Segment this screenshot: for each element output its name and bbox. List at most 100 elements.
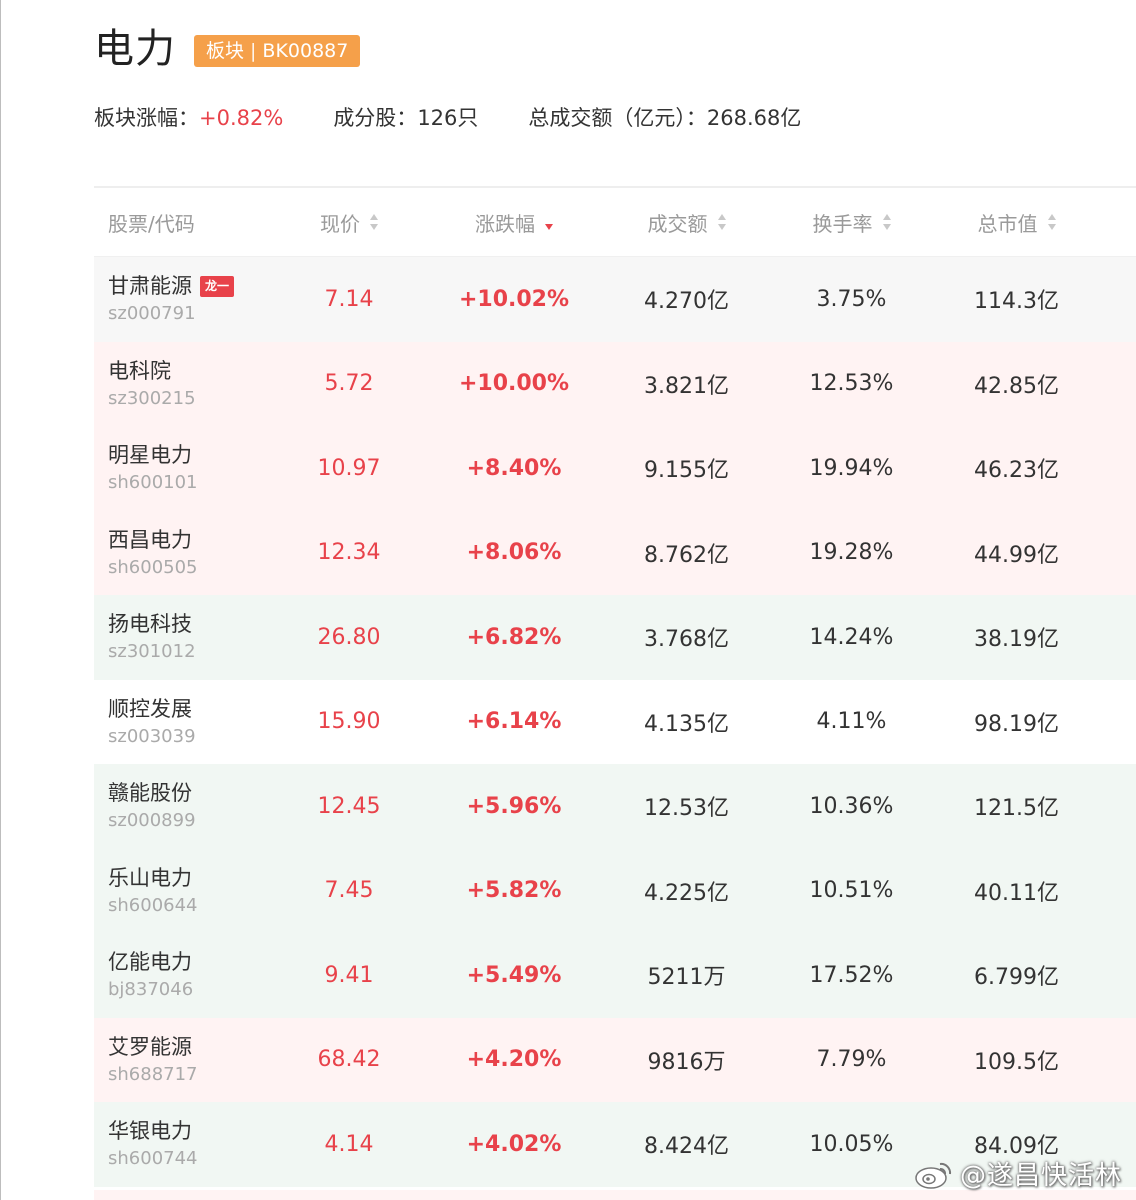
turnover-cell: 19.28%	[809, 540, 894, 566]
column-header-change[interactable]: 涨跌幅	[414, 208, 614, 237]
stock-name-cell[interactable]: 赣能股份 sz000899	[94, 779, 284, 833]
change-cell: +6.82%	[466, 624, 562, 650]
summary-change-value: +0.82%	[199, 106, 284, 130]
column-amount-label: 成交额	[647, 211, 708, 236]
price-cell: 7.45	[324, 878, 374, 904]
stock-name[interactable]: 亿能电力	[108, 950, 192, 975]
sort-desc-icon	[882, 224, 891, 230]
sort-desc-icon	[717, 224, 726, 230]
stock-name-line: 扬电科技	[108, 610, 192, 638]
stock-table: 股票/代码 现价 涨跌幅 成交额 换手率 总市值 甘肃能	[94, 186, 1136, 1187]
stock-code: bj837046	[108, 979, 194, 1001]
stock-name[interactable]: 电科院	[108, 358, 171, 383]
stock-name-line: 甘肃能源 龙一	[108, 272, 235, 300]
amount-cell: 12.53亿	[644, 796, 729, 822]
stock-name-cell[interactable]: 电科院 sz300215	[94, 357, 284, 411]
table-row[interactable]: 乐山电力 sh600644 7.45 +5.82% 4.225亿 10.51% 40.11亿	[94, 848, 1136, 933]
market-cap-cell: 42.85亿	[974, 373, 1059, 399]
change-cell: +5.49%	[466, 962, 562, 988]
table-row[interactable]: 赣能股份 sz000899 12.45 +5.96% 12.53亿 10.36% 121.5…	[94, 764, 1136, 849]
table-row[interactable]: 西昌电力 sh600505 12.34 +8.06% 8.762亿 19.28% 44.99…	[94, 510, 1136, 595]
price-cell: 15.90	[317, 709, 381, 735]
table-row[interactable]: 扬电科技 sz301012 26.80 +6.82% 3.768亿 14.24% 38.19…	[94, 595, 1136, 680]
turnover-cell: 3.75%	[816, 286, 887, 312]
watermark: @遂昌快活林	[914, 1155, 1122, 1192]
change-cell: +4.02%	[466, 1131, 562, 1157]
stock-name-line: 华银电力	[108, 1117, 192, 1145]
stock-name[interactable]: 西昌电力	[108, 527, 192, 552]
stock-name-line: 亿能电力	[108, 948, 192, 976]
stock-name[interactable]: 艾罗能源	[108, 1034, 192, 1059]
stock-name-cell[interactable]: 甘肃能源 龙一 sz000791	[94, 272, 284, 326]
stock-name-cell[interactable]: 明星电力 sh600101	[94, 441, 284, 495]
sort-icon[interactable]	[882, 214, 891, 230]
turnover-cell: 7.79%	[816, 1047, 887, 1073]
column-change-label: 涨跌幅	[475, 211, 535, 236]
stock-code: sz003039	[108, 725, 196, 747]
amount-cell: 9.155亿	[644, 458, 729, 484]
turnover-cell: 10.05%	[809, 1131, 894, 1157]
column-header-market-cap[interactable]: 总市值	[944, 208, 1089, 237]
column-price-label: 现价	[320, 211, 360, 236]
change-cell: +8.06%	[466, 540, 562, 566]
market-cap-cell: 114.3亿	[974, 289, 1059, 315]
stock-code: sh600505	[108, 556, 198, 578]
summary-turnover: 总成交额（亿元）：268.68亿	[528, 102, 801, 132]
market-cap-cell: 44.99亿	[974, 542, 1059, 568]
table-row[interactable]: 亿能电力 bj837046 9.41 +5.49% 5211万 17.52% 6.799亿	[94, 933, 1136, 1018]
board-code-badge: 板块 | BK00887	[194, 35, 361, 67]
stock-name-cell[interactable]: 西昌电力 sh600505	[94, 526, 284, 580]
stock-name-cell[interactable]: 乐山电力 sh600644	[94, 864, 284, 918]
table-row[interactable]: 艾罗能源 sh688717 68.42 +4.20% 9816万 7.79% 109.5亿	[94, 1017, 1136, 1102]
price-cell: 4.14	[324, 1131, 374, 1157]
table-row[interactable]: 电科院 sz300215 5.72 +10.00% 3.821亿 12.53% 42.85亿	[94, 341, 1136, 426]
sort-asc-icon	[717, 214, 726, 220]
table-row[interactable]: 甘肃能源 龙一 sz000791 7.14 +10.02% 4.270亿 3.75% 114.…	[94, 257, 1136, 342]
stock-name[interactable]: 顺控发展	[108, 696, 192, 721]
stock-name[interactable]: 甘肃能源	[108, 274, 192, 299]
amount-cell: 3.768亿	[644, 627, 729, 653]
price-cell: 10.97	[317, 455, 381, 481]
stock-name[interactable]: 乐山电力	[108, 865, 192, 890]
change-cell: +4.20%	[466, 1047, 562, 1073]
summary-constituents-value: 126只	[417, 106, 479, 130]
sort-icon[interactable]	[717, 214, 726, 230]
sort-icon[interactable]	[1047, 214, 1056, 230]
sort-icon[interactable]	[370, 214, 378, 230]
stock-name[interactable]: 赣能股份	[108, 781, 192, 806]
stock-name[interactable]: 扬电科技	[108, 612, 192, 637]
table-row[interactable]: 顺控发展 sz003039 15.90 +6.14% 4.135亿 4.11% 98.19亿	[94, 679, 1136, 764]
table-row[interactable]: 华银电力 sh600744 4.14 +4.02% 8.424亿 10.05% 84.09亿	[94, 1102, 1136, 1187]
stock-name-cell[interactable]: 亿能电力 bj837046	[94, 948, 284, 1002]
stock-name-cell[interactable]: 顺控发展 sz003039	[94, 695, 284, 749]
sort-icon[interactable]	[545, 214, 553, 230]
stock-name-cell[interactable]: 华银电力 sh600744	[94, 1117, 284, 1171]
stock-code: sz301012	[108, 641, 196, 663]
column-header-amount[interactable]: 成交额	[614, 208, 759, 237]
summary-change-label: 板块涨幅：	[94, 106, 199, 130]
market-cap-cell: 6.799亿	[974, 965, 1059, 991]
board-badge-separator: |	[250, 40, 257, 62]
change-cell: +8.40%	[466, 455, 562, 481]
stock-name[interactable]: 华银电力	[108, 1119, 192, 1144]
summary-constituents: 成分股：126只	[333, 102, 478, 132]
column-header-turnover[interactable]: 换手率	[759, 208, 944, 237]
market-cap-cell: 84.09亿	[974, 1134, 1059, 1160]
table-row[interactable]: 明星电力 sh600101 10.97 +8.40% 9.155亿 19.94% 46.23…	[94, 426, 1136, 511]
column-market-cap-label: 总市值	[977, 211, 1038, 236]
summary-constituents-label: 成分股：	[333, 106, 418, 130]
stock-name-line: 艾罗能源	[108, 1033, 192, 1061]
stock-name-cell[interactable]: 扬电科技 sz301012	[94, 610, 284, 664]
sort-asc-icon	[370, 214, 378, 220]
stock-name-cell[interactable]: 艾罗能源 sh688717	[94, 1033, 284, 1087]
turnover-cell: 14.24%	[809, 624, 894, 650]
turnover-cell: 10.36%	[809, 793, 894, 819]
turnover-cell: 4.11%	[816, 709, 887, 735]
table-body: 甘肃能源 龙一 sz000791 7.14 +10.02% 4.270亿 3.75% 114.…	[94, 257, 1136, 1187]
column-header-price[interactable]: 现价	[284, 208, 414, 237]
summary-turnover-value: 268.68亿	[706, 106, 802, 130]
market-cap-cell: 121.5亿	[974, 796, 1059, 822]
amount-cell: 9816万	[647, 1049, 726, 1075]
stock-name[interactable]: 明星电力	[108, 443, 192, 468]
